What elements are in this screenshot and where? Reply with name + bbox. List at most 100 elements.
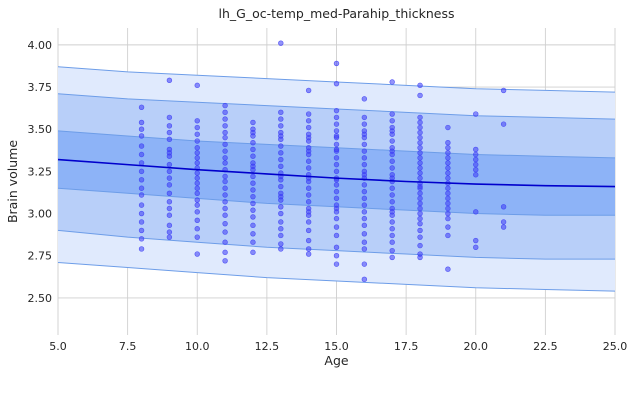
data-point xyxy=(417,227,423,234)
data-point xyxy=(417,92,423,99)
data-point xyxy=(194,155,200,161)
data-point xyxy=(250,146,256,153)
data-point xyxy=(250,153,256,159)
data-point xyxy=(473,151,479,158)
data-point xyxy=(278,246,284,252)
data-point xyxy=(138,126,145,132)
data-point xyxy=(278,183,284,190)
data-point xyxy=(445,266,451,272)
data-point xyxy=(194,118,200,124)
data-point xyxy=(333,60,340,67)
data-point xyxy=(194,145,200,151)
data-point xyxy=(333,205,340,212)
data-point xyxy=(138,219,145,225)
data-point xyxy=(166,77,173,83)
data-point xyxy=(166,234,173,240)
data-point xyxy=(417,119,423,126)
data-point xyxy=(361,261,368,267)
data-point xyxy=(194,170,200,176)
data-point xyxy=(361,141,368,148)
data-point xyxy=(333,155,340,161)
data-point xyxy=(305,158,312,164)
data-point xyxy=(138,104,145,110)
x-tick-label: 15.0 xyxy=(324,340,349,353)
data-point xyxy=(333,133,340,139)
data-point xyxy=(361,161,368,168)
data-point xyxy=(333,261,340,267)
data-point xyxy=(166,229,173,235)
data-point xyxy=(361,222,368,229)
data-point xyxy=(361,239,368,245)
data-point xyxy=(194,175,200,181)
data-point xyxy=(222,205,228,212)
data-point xyxy=(473,111,479,117)
data-point xyxy=(250,200,256,207)
data-point xyxy=(138,151,145,158)
data-point xyxy=(305,134,312,141)
data-point xyxy=(333,188,340,195)
data-point xyxy=(361,195,368,202)
data-point xyxy=(166,161,173,168)
x-tick-label: 12.5 xyxy=(255,340,280,353)
data-point xyxy=(389,232,395,239)
y-tick-labels: 2.50 2.75 3.00 3.25 3.50 3.75 4.00 xyxy=(28,39,53,305)
data-point xyxy=(222,199,228,205)
x-tick-label: 20.0 xyxy=(464,340,489,353)
data-point xyxy=(445,140,451,146)
data-point xyxy=(389,239,395,245)
data-point xyxy=(250,173,256,180)
data-point xyxy=(250,180,256,186)
y-tick-label: 4.00 xyxy=(28,39,53,52)
data-point xyxy=(138,246,145,252)
data-point xyxy=(305,246,312,252)
data-point xyxy=(361,114,368,121)
data-point xyxy=(305,124,312,131)
data-point xyxy=(305,199,312,205)
data-point xyxy=(250,140,256,146)
data-point xyxy=(138,160,145,166)
data-point xyxy=(389,226,395,232)
data-point xyxy=(278,219,284,225)
data-point xyxy=(445,170,451,176)
data-point xyxy=(417,165,423,171)
data-point xyxy=(361,188,368,195)
data-point xyxy=(445,150,451,156)
data-point xyxy=(250,193,256,200)
data-point xyxy=(305,251,312,257)
data-point xyxy=(445,224,451,230)
data-point xyxy=(138,202,145,208)
data-point xyxy=(166,212,173,218)
data-point xyxy=(473,146,479,153)
data-point xyxy=(361,276,368,283)
data-point xyxy=(445,145,451,151)
data-point xyxy=(333,141,340,148)
data-point xyxy=(417,210,423,217)
data-point xyxy=(417,200,423,207)
data-point xyxy=(250,214,256,220)
data-point xyxy=(473,166,479,173)
data-point xyxy=(222,134,228,141)
data-point xyxy=(305,227,312,234)
data-point xyxy=(473,156,479,163)
chart-title: lh_G_oc-temp_med-Parahip_thickness xyxy=(219,6,455,21)
data-point xyxy=(250,207,256,213)
data-point xyxy=(333,168,340,175)
band-outer-lower-edge xyxy=(57,261,616,292)
data-point xyxy=(278,241,284,247)
data-point xyxy=(417,170,423,176)
data-point xyxy=(389,175,395,181)
data-point xyxy=(389,128,395,134)
data-point xyxy=(361,148,368,154)
data-point xyxy=(473,172,479,178)
data-point xyxy=(222,109,228,116)
data-point xyxy=(278,40,284,46)
data-point xyxy=(417,175,423,181)
y-tick-label: 2.75 xyxy=(28,250,53,263)
data-point xyxy=(250,187,256,193)
data-point xyxy=(166,199,173,205)
data-point xyxy=(194,138,200,144)
data-point xyxy=(500,224,507,230)
data-point xyxy=(389,118,395,124)
data-point xyxy=(222,173,228,180)
data-point xyxy=(166,129,173,136)
